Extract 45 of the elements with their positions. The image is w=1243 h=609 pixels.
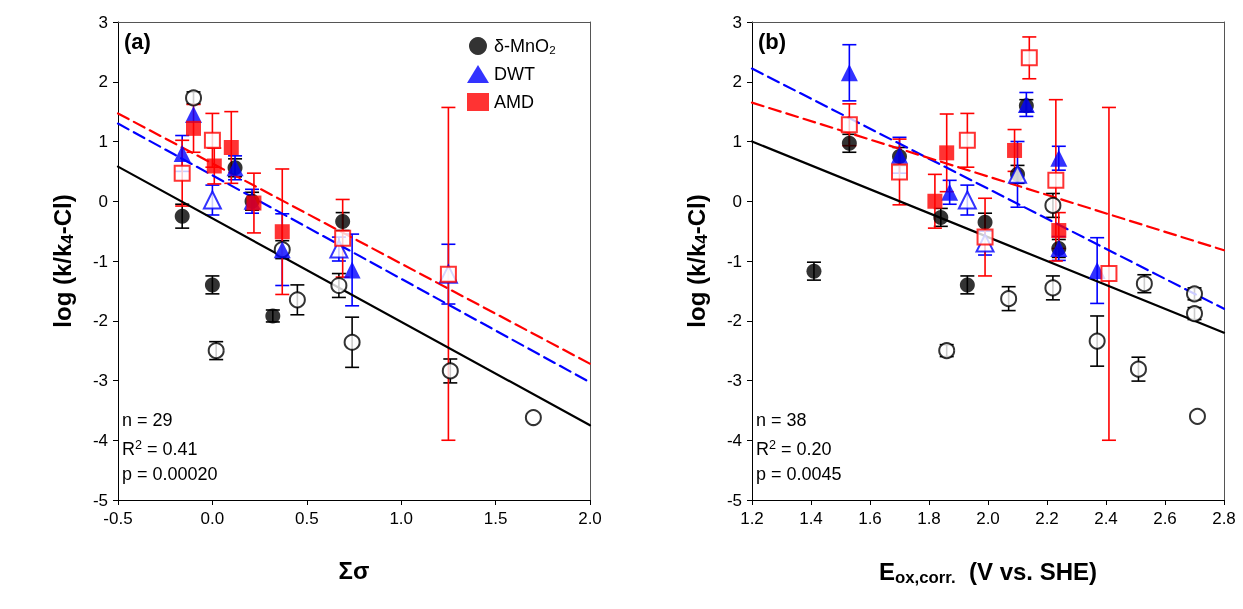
x-tick-label: 1.5 [483, 509, 508, 528]
x-tick-label: 0.0 [200, 509, 225, 528]
y-tick-label: 0 [732, 191, 742, 211]
annotation: p = 0.00020 [122, 464, 218, 484]
x-axis-title: Σσ [338, 556, 370, 584]
y-tick-label: -2 [726, 311, 742, 331]
x-tick-label: 2.0 [976, 509, 1000, 528]
y-axis-title: log (k/k4-Cl) [682, 194, 711, 328]
x-tick-label: 1.2 [740, 509, 764, 528]
y-tick-label: 1 [98, 132, 108, 151]
legend-label: DWT [493, 64, 535, 84]
annotation: n = 29 [122, 410, 173, 430]
y-tick-label: 3 [98, 12, 108, 32]
x-tick-label: 2.2 [1035, 509, 1059, 528]
y-tick-label: 2 [732, 72, 742, 92]
annotation: p = 0.0045 [756, 464, 842, 484]
x-tick-label: 2.6 [1153, 509, 1177, 528]
annotation: n = 38 [756, 410, 807, 430]
y-tick-label: 0 [98, 191, 108, 211]
legend-label: AMD [493, 92, 534, 112]
x-tick-label: -0.5 [103, 509, 133, 528]
x-tick-label: 2.4 [1094, 509, 1118, 528]
y-tick-label: -1 [726, 251, 742, 271]
x-tick-label: 2.8 [1212, 509, 1236, 528]
y-tick-label: -3 [726, 371, 742, 390]
y-tick-label: -5 [726, 490, 742, 510]
y-axis-title: log (k/k4-Cl) [48, 194, 77, 328]
y-tick-label: 3 [732, 12, 742, 32]
legend-label: δ-MnO₂ [493, 36, 557, 56]
annotation: (a) [124, 28, 151, 54]
y-tick-label: -1 [92, 251, 108, 271]
x-tick-label: 2.0 [578, 509, 602, 528]
x-tick-label: 1.4 [799, 509, 823, 528]
y-tick-label: -5 [92, 490, 108, 510]
x-tick-label: 0.5 [294, 509, 319, 528]
x-tick-label: 1.8 [917, 509, 941, 528]
x-tick-label: 1.6 [858, 509, 882, 528]
y-tick-label: -4 [726, 430, 742, 450]
y-tick-label: 2 [98, 72, 108, 92]
y-tick-label: 1 [732, 132, 742, 151]
y-tick-label: -3 [92, 371, 108, 390]
annotation: (b) [758, 28, 787, 54]
x-tick-label: 1.0 [389, 509, 414, 528]
y-tick-label: -4 [92, 430, 108, 450]
y-tick-label: -2 [92, 311, 108, 331]
